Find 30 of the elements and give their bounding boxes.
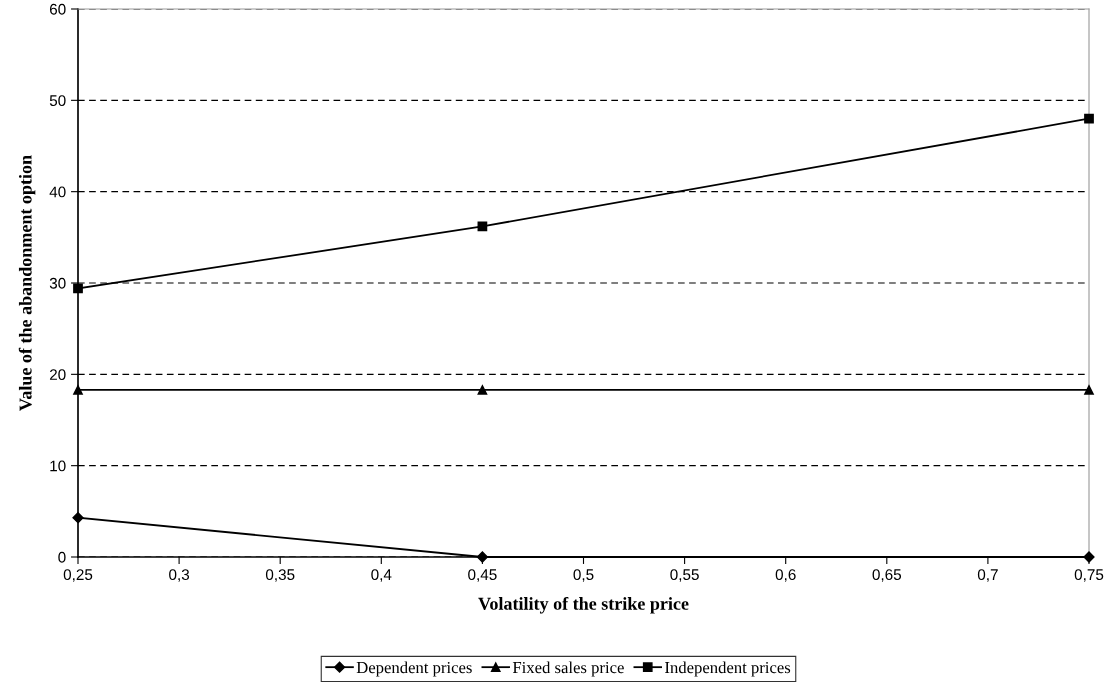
y-tick-label: 60 <box>49 3 66 15</box>
x-axis-title: Volatility of the strike price <box>478 596 689 614</box>
x-tick-label: 0,4 <box>371 569 392 582</box>
x-tick-label: 0,75 <box>1074 569 1104 582</box>
x-tick-label: 0,7 <box>977 569 998 582</box>
x-tick-label: 0,55 <box>670 569 699 582</box>
y-tick-label: 30 <box>49 277 66 289</box>
y-axis-title: Value of the abandonment option <box>18 155 36 411</box>
point <box>72 512 84 524</box>
y-tick-label: 0 <box>58 551 66 563</box>
x-tick-label: 0,25 <box>63 569 93 582</box>
point <box>477 384 488 395</box>
point <box>73 384 83 395</box>
x-tick-label: 0,5 <box>573 569 594 582</box>
y-tick-label: 10 <box>50 460 66 472</box>
x-tick-label: 0,6 <box>775 569 796 582</box>
y-tick-label: 20 <box>49 369 66 381</box>
point <box>1084 384 1094 395</box>
y-tick-label: 50 <box>49 95 66 107</box>
legend-label: Independent prices <box>665 661 791 677</box>
legend-label: Fixed sales price <box>512 661 624 677</box>
point <box>476 551 489 563</box>
x-tick-label: 0,3 <box>169 569 190 582</box>
x-tick-label: 0,35 <box>265 569 295 582</box>
x-tick-label: 0,65 <box>872 569 902 582</box>
y-tick-label: 40 <box>49 186 66 198</box>
point <box>1084 113 1094 124</box>
point <box>73 283 83 294</box>
legend-label: Dependent prices <box>356 661 472 677</box>
x-tick-label: 0,45 <box>468 569 497 582</box>
